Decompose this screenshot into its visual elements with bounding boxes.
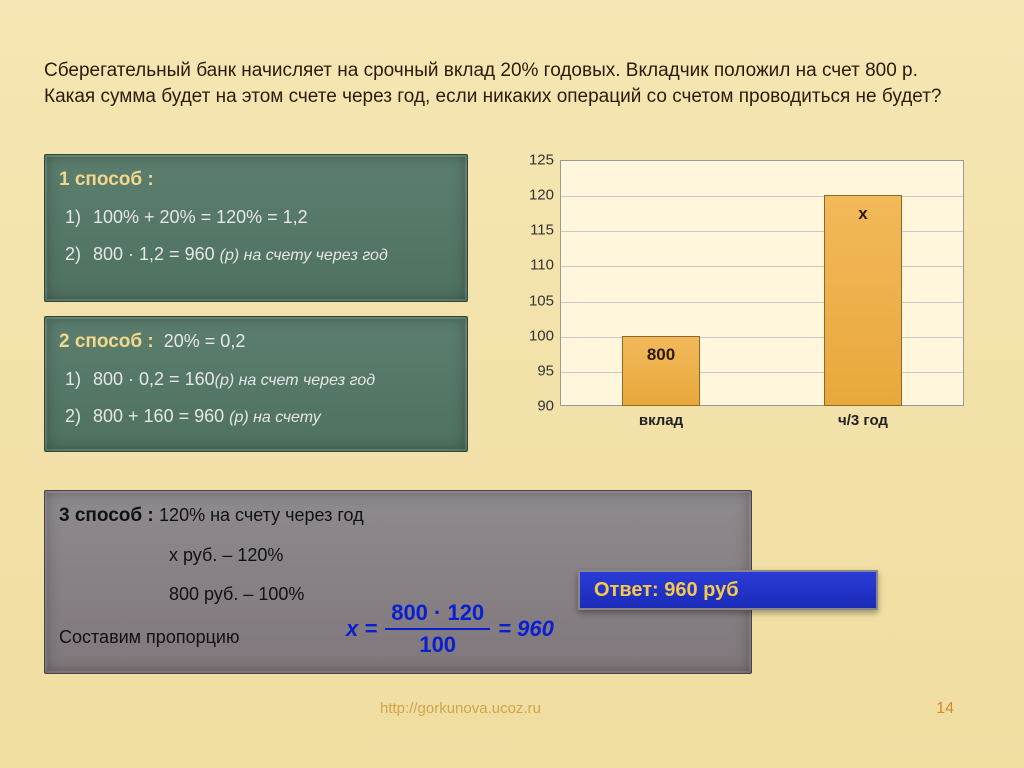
chart-gridline — [561, 231, 963, 232]
m2-line-1: 800 · 0,2 = 160(р) на счет через год — [93, 365, 375, 394]
m3-line-2: х руб. – 120% — [59, 541, 737, 570]
m2-l1-unit: (р) — [215, 372, 239, 389]
chart-xtick-label: ч/3 год — [788, 412, 938, 429]
formula-rhs: = 960 — [498, 616, 554, 642]
method-2-title: 2 способ : — [59, 327, 154, 357]
m2-l2-unit: (р) — [229, 409, 253, 426]
chart-gridline — [561, 302, 963, 303]
m3-line-1: 120% на счету через год — [159, 505, 364, 525]
method-1-box: 1 способ : 1) 100% + 20% = 120% = 1,2 2)… — [44, 154, 468, 302]
m2-l2-note: на счету — [253, 409, 321, 426]
formula-lhs: x = — [346, 616, 377, 642]
m1-line-2: 800 · 1,2 = 960 (р) на счету через год — [93, 240, 388, 269]
formula-fraction: 800 · 120 100 — [385, 600, 490, 658]
chart-ytick-label: 95 — [504, 362, 554, 379]
m1-num-1: 1) — [59, 203, 81, 232]
formula-numerator: 800 · 120 — [385, 600, 490, 630]
m1-line-1: 100% + 20% = 120% = 1,2 — [93, 203, 308, 232]
chart-plot-area — [560, 160, 964, 406]
chart-bar: 800 — [622, 336, 700, 406]
answer-box: Ответ: 960 руб — [578, 570, 878, 610]
method-3-row1: 3 способ : 120% на счету через год — [59, 501, 737, 531]
m1-l2-unit: (р) — [220, 247, 244, 264]
chart-ytick-label: 100 — [504, 327, 554, 344]
m2-num-1: 1) — [59, 365, 81, 394]
chart-ytick-label: 115 — [504, 222, 554, 239]
method-2-box: 2 способ : 20% = 0,2 1) 800 · 0,2 = 160(… — [44, 316, 468, 452]
m2-num-2: 2) — [59, 402, 81, 431]
m1-l2-note: на счету через год — [244, 247, 388, 264]
deposit-chart: 90 95 100 105 110 115 120 125 800 вклад х ч/3 год — [494, 154, 970, 452]
m2-l1-main: 800 · 0,2 = 160 — [93, 369, 215, 389]
method-1-title: 1 способ : — [59, 165, 453, 195]
chart-bar-label: х — [825, 204, 901, 224]
method-2-subtitle: 20% = 0,2 — [164, 327, 246, 356]
m1-num-2: 2) — [59, 240, 81, 269]
formula-denominator: 100 — [419, 630, 456, 658]
m2-line-2: 800 + 160 = 960 (р) на счету — [93, 402, 321, 431]
chart-xtick-label: вклад — [586, 412, 736, 429]
chart-ytick-label: 125 — [504, 152, 554, 169]
m2-l1-note: на счет через год — [239, 372, 376, 389]
m1-l2-main: 800 · 1,2 = 960 — [93, 244, 220, 264]
footer-page-number: 14 — [936, 700, 954, 718]
chart-gridline — [561, 266, 963, 267]
m2-l2-main: 800 + 160 = 960 — [93, 406, 229, 426]
chart-gridline — [561, 196, 963, 197]
chart-bar: х — [824, 195, 902, 406]
chart-ytick-label: 120 — [504, 187, 554, 204]
chart-ytick-label: 105 — [504, 292, 554, 309]
chart-ytick-label: 90 — [504, 398, 554, 415]
footer-url: http://gorkunova.ucoz.ru — [380, 700, 541, 717]
method-3-title: 3 способ : — [59, 505, 159, 526]
proportion-formula: x = 800 · 120 100 = 960 — [346, 600, 554, 658]
chart-bar-label: 800 — [623, 345, 699, 365]
chart-ytick-label: 110 — [504, 257, 554, 274]
problem-statement: Сберегательный банк начисляет на срочный… — [44, 58, 964, 109]
